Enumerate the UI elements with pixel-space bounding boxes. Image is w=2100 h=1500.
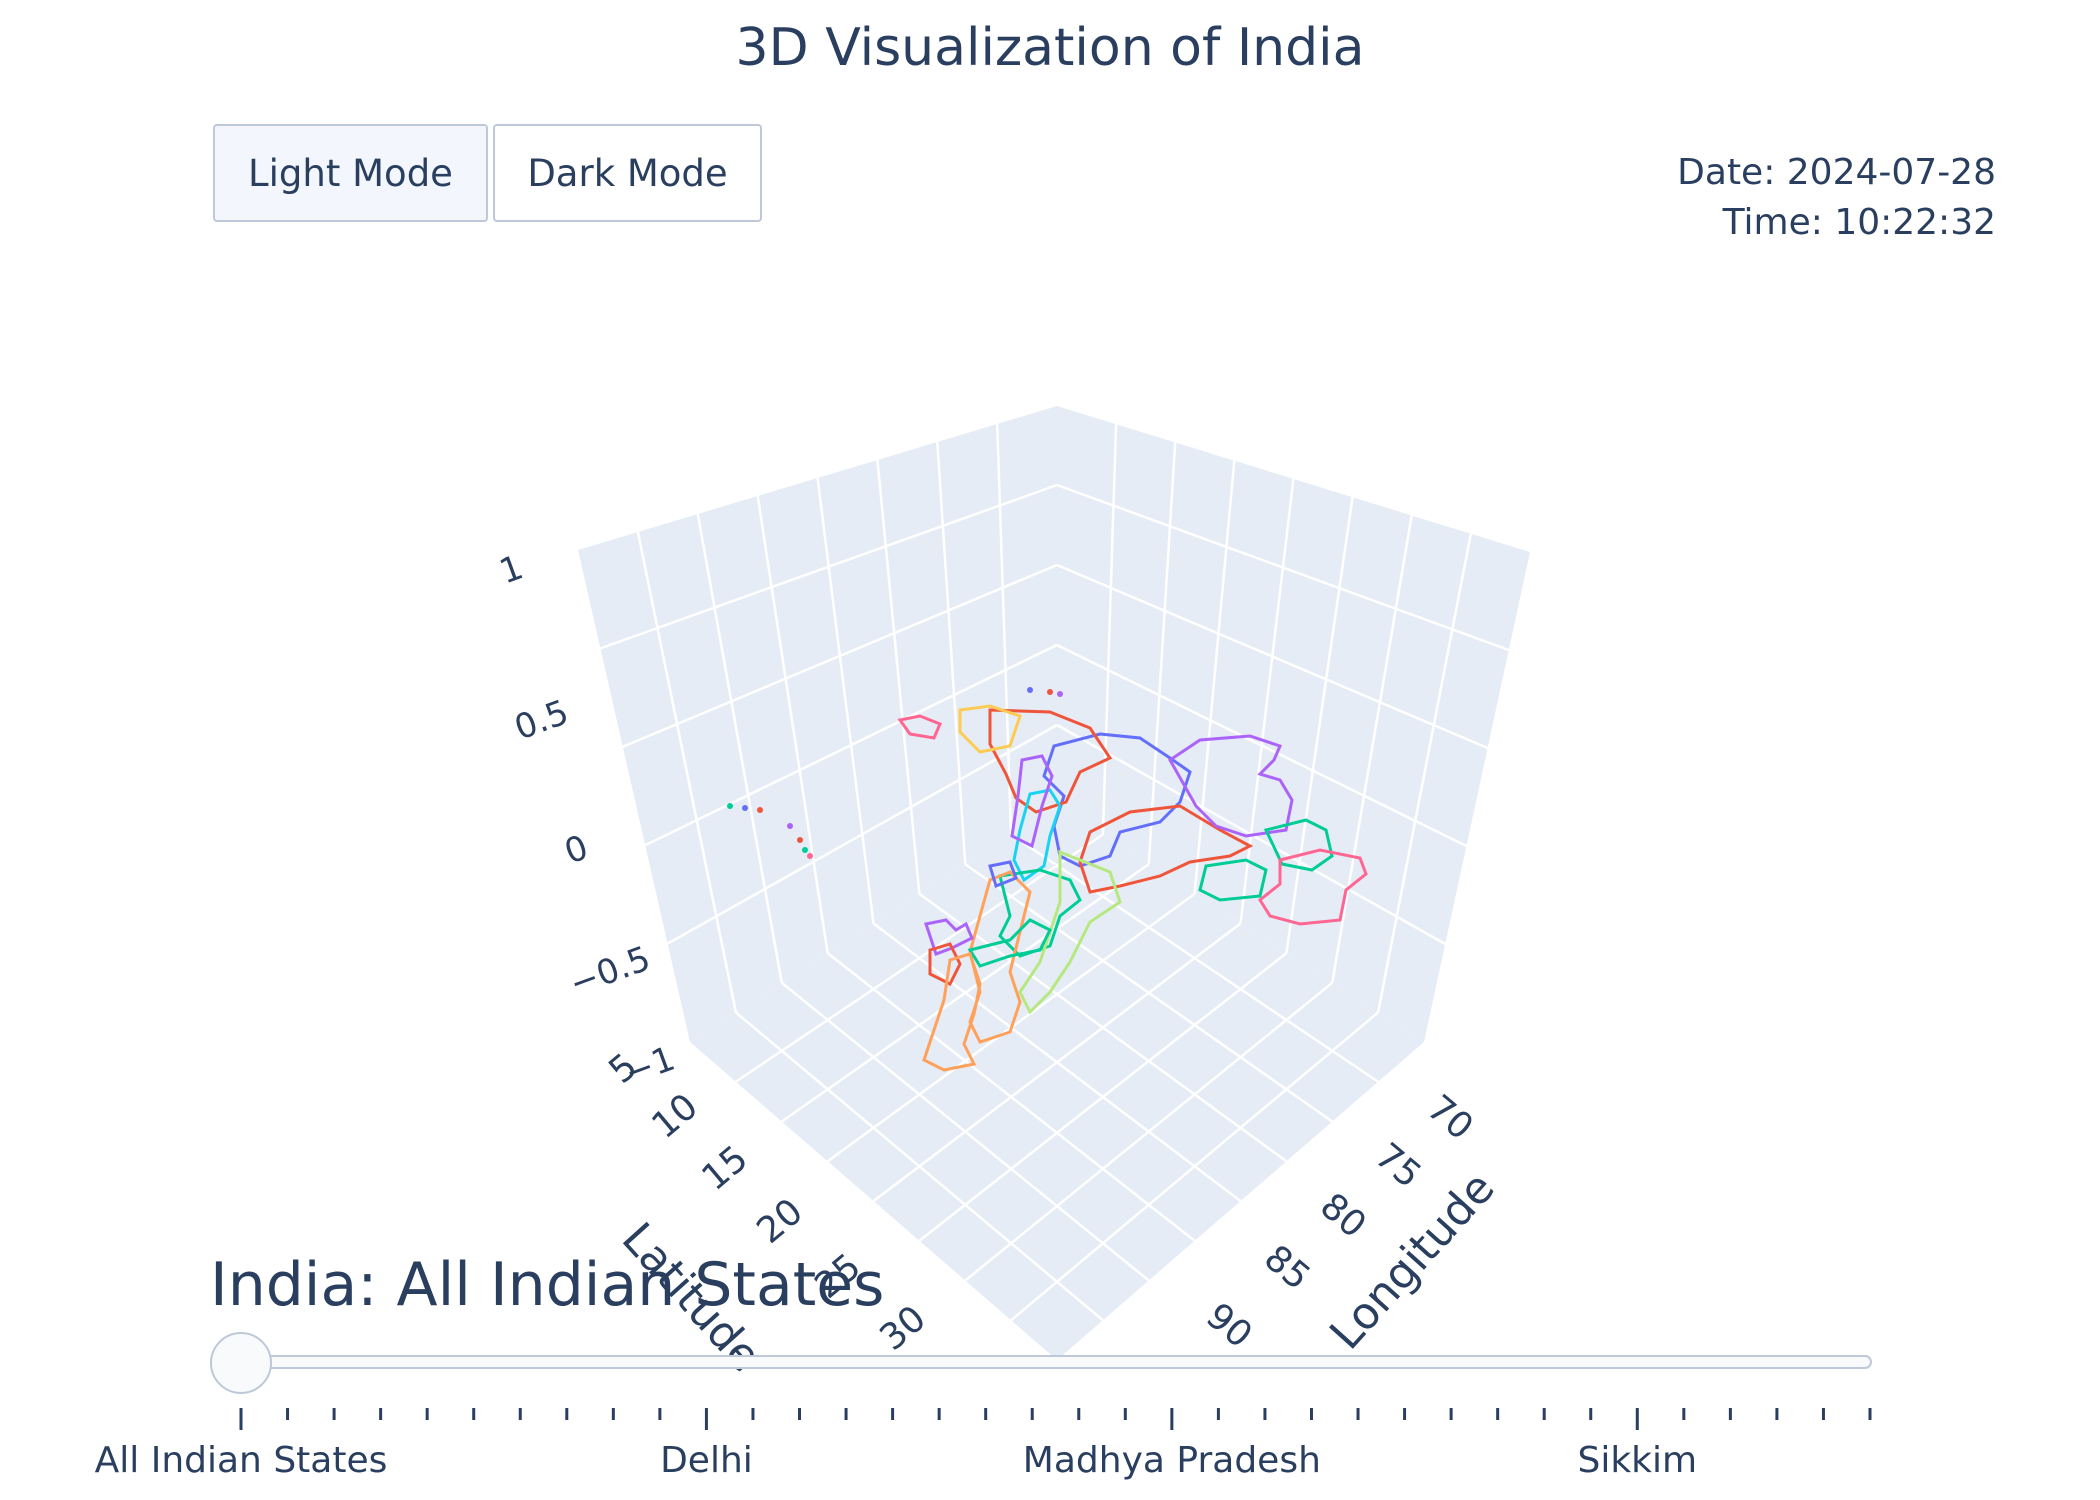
grid-line bbox=[876, 459, 921, 894]
state-outline bbox=[922, 952, 982, 1072]
grid-line bbox=[696, 513, 783, 983]
chart-title: 3D Visualization of India bbox=[735, 18, 1365, 78]
time-text: Time: 10:22:32 bbox=[1722, 202, 1996, 243]
state-outlines bbox=[727, 687, 1368, 1072]
scene-floor bbox=[690, 805, 1424, 1360]
state-outline bbox=[1018, 849, 1122, 1015]
grid-line bbox=[1056, 483, 1510, 652]
island-marker bbox=[1027, 687, 1033, 693]
grid-line bbox=[666, 723, 1058, 945]
grid-line bbox=[622, 563, 1058, 748]
grid-line bbox=[1010, 833, 1379, 1083]
grid-line bbox=[1147, 441, 1177, 865]
state-outline bbox=[897, 714, 942, 740]
slider-step-label[interactable]: Madhya Pradesh bbox=[1022, 1440, 1321, 1481]
grid-line bbox=[644, 643, 1058, 847]
slider-handle[interactable] bbox=[210, 1332, 272, 1394]
grid-line bbox=[781, 863, 1150, 1123]
island-marker bbox=[807, 853, 813, 859]
state-outline bbox=[967, 918, 1053, 968]
island-marker bbox=[787, 823, 793, 829]
island-marker bbox=[797, 837, 803, 843]
island-marker bbox=[742, 805, 748, 811]
island-marker bbox=[802, 847, 808, 853]
grid-line bbox=[1376, 533, 1473, 1013]
island-marker bbox=[1057, 691, 1063, 697]
island-marker bbox=[757, 807, 763, 813]
grid-line bbox=[1056, 643, 1467, 848]
state-outline bbox=[988, 860, 1018, 889]
state-outline bbox=[998, 868, 1082, 958]
state-outline bbox=[988, 708, 1113, 814]
grid-line bbox=[918, 892, 1288, 1163]
state-outline bbox=[1168, 734, 1294, 838]
slider-step-label[interactable]: All Indian States bbox=[94, 1440, 388, 1481]
grid-line bbox=[1239, 478, 1295, 924]
grid-line bbox=[872, 922, 1242, 1202]
dark-mode-button[interactable]: Dark Mode bbox=[493, 124, 762, 222]
slider-step-label[interactable]: Delhi bbox=[660, 1440, 753, 1481]
grid-line bbox=[756, 495, 829, 954]
grid-line bbox=[599, 483, 1058, 650]
state-outline bbox=[1258, 848, 1368, 926]
state-outline bbox=[1263, 818, 1334, 872]
grid-line bbox=[1193, 460, 1236, 894]
date-text: Date: 2024-07-28 bbox=[1677, 152, 1996, 193]
state-outline bbox=[924, 918, 974, 956]
state-outline bbox=[928, 942, 962, 987]
state-outline bbox=[958, 704, 1022, 754]
island-marker bbox=[727, 803, 733, 809]
grid-line bbox=[816, 477, 875, 924]
grid-line bbox=[1285, 496, 1354, 954]
slider-current-label: India: All Indian States bbox=[210, 1250, 885, 1320]
state-outline bbox=[1078, 804, 1254, 894]
grid-line bbox=[1331, 515, 1413, 983]
island-marker bbox=[1047, 689, 1053, 695]
scene-wall-right bbox=[1057, 406, 1530, 1042]
grid-line bbox=[936, 441, 967, 865]
scene-wall-left bbox=[578, 406, 1057, 1042]
scene-gridlines bbox=[599, 423, 1510, 1322]
state-outline bbox=[1010, 754, 1054, 849]
grid-line bbox=[1056, 563, 1489, 750]
grid-line bbox=[995, 423, 1013, 835]
state-outline bbox=[1198, 858, 1268, 902]
light-mode-button[interactable]: Light Mode bbox=[213, 124, 488, 222]
grid-line bbox=[735, 833, 1104, 1083]
grid-line bbox=[636, 531, 738, 1013]
grid-line bbox=[1101, 423, 1118, 835]
slider-step-label[interactable]: Sikkim bbox=[1577, 1440, 1698, 1481]
